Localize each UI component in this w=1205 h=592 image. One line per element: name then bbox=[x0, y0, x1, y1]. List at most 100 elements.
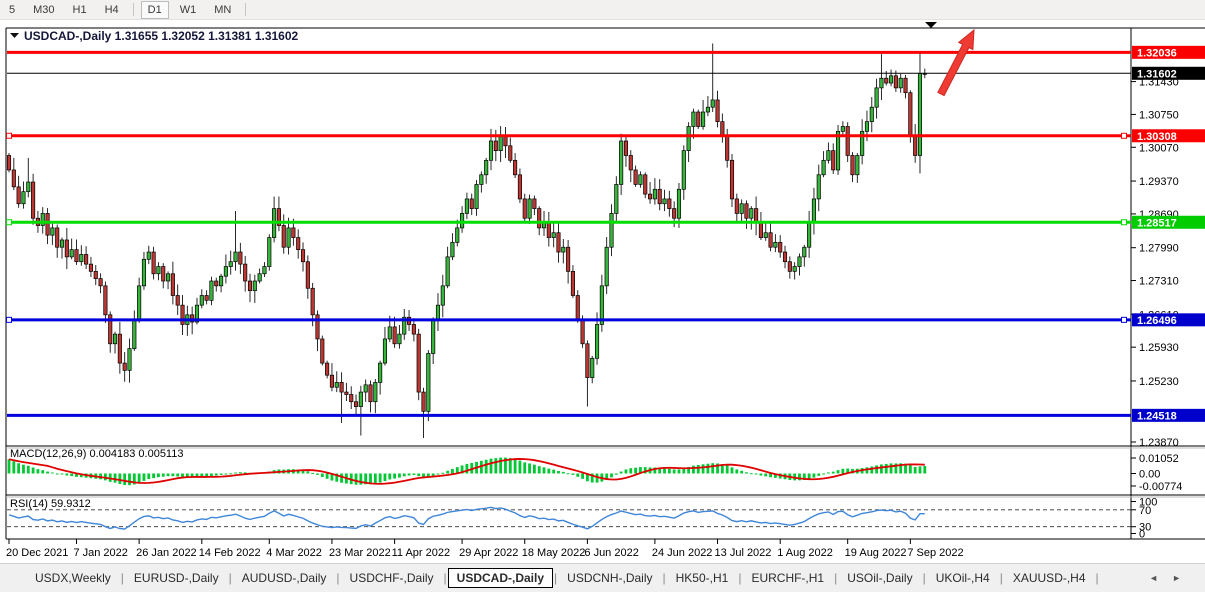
rsi-axis-label: 30 bbox=[1139, 522, 1151, 534]
macd-histogram-bar bbox=[306, 471, 310, 474]
macd-histogram-bar bbox=[899, 463, 903, 474]
candle-body bbox=[247, 280, 253, 292]
macd-histogram-bar bbox=[157, 473, 160, 478]
chart-tab-audusd[interactable]: AUDUSD-,Daily bbox=[241, 571, 327, 585]
timeframe-button-mn[interactable]: MN bbox=[214, 3, 232, 16]
symbol-dropdown-icon[interactable] bbox=[10, 33, 19, 38]
tab-scroll-right-icon[interactable]: ► bbox=[1172, 573, 1195, 583]
macd-histogram-bar bbox=[311, 472, 315, 474]
line-handle[interactable] bbox=[6, 132, 12, 139]
candle-body bbox=[619, 140, 624, 185]
macd-axis-label: -0.00774 bbox=[1139, 481, 1182, 493]
candle-body bbox=[450, 242, 455, 258]
candle-body bbox=[117, 333, 122, 364]
candle-body bbox=[98, 278, 103, 287]
macd-histogram-bar bbox=[325, 473, 329, 479]
macd-histogram-bar bbox=[552, 469, 556, 474]
candle-body bbox=[26, 181, 31, 193]
candle-body bbox=[869, 106, 874, 123]
chart-tab-eurchf[interactable]: EURCHF-,H1 bbox=[751, 571, 825, 585]
chart-tab-eurusd[interactable]: EURUSD-,Daily bbox=[133, 571, 219, 585]
line-handle[interactable] bbox=[1121, 316, 1127, 323]
timeframe-button-h4[interactable]: H4 bbox=[104, 3, 119, 16]
chart-tab-hk50[interactable]: HK50-,H1 bbox=[675, 571, 729, 585]
candle-body bbox=[551, 232, 556, 238]
macd-histogram-bar bbox=[243, 472, 247, 474]
candle-body bbox=[638, 174, 643, 185]
candle-body bbox=[252, 280, 257, 292]
macd-histogram-bar bbox=[682, 468, 686, 474]
macd-histogram-bar bbox=[624, 469, 628, 474]
rsi-label: RSI(14) 59.9312 bbox=[10, 498, 91, 510]
candle-body bbox=[243, 263, 248, 282]
breakout-arrow-annotation[interactable] bbox=[937, 28, 975, 97]
macd-histogram-bar bbox=[581, 473, 584, 479]
macd-histogram-bar bbox=[749, 473, 753, 475]
candle-body bbox=[782, 251, 788, 263]
candle-body bbox=[826, 150, 831, 161]
date-axis[interactable]: 20 Dec 2021 7 Jan 2022 26 Jan 2022 14 Feb 2… bbox=[6, 539, 964, 559]
candle-body bbox=[652, 188, 657, 200]
candle-body bbox=[807, 222, 812, 248]
candle-body bbox=[464, 198, 469, 214]
tab-scroll-left-icon[interactable]: ◄ bbox=[1149, 573, 1173, 583]
candle-body bbox=[421, 391, 426, 412]
candle-body bbox=[633, 169, 638, 185]
timeframe-button-m30[interactable]: M30 bbox=[33, 3, 55, 16]
candle-body bbox=[787, 261, 792, 272]
candle-body bbox=[797, 256, 802, 267]
chart-tab-usoil[interactable]: USOil-,Daily bbox=[847, 571, 913, 585]
candle-body bbox=[281, 225, 286, 248]
macd-histogram-bar bbox=[754, 473, 758, 475]
macd-histogram-bar bbox=[455, 467, 459, 474]
line-handle[interactable] bbox=[6, 316, 12, 323]
macd-histogram-bar bbox=[663, 468, 666, 474]
tab-separator: | bbox=[228, 571, 232, 585]
price-badge-label: 1.31602 bbox=[1137, 68, 1177, 80]
chart-tab-usdx[interactable]: USDX,Weekly bbox=[35, 571, 111, 585]
macd-histogram-bar bbox=[55, 473, 59, 475]
macd-histogram-bar bbox=[65, 473, 69, 476]
macd-histogram-bar bbox=[802, 473, 806, 480]
chart-tab-usdchf[interactable]: USDCHF-,Daily bbox=[349, 571, 434, 585]
candle-body bbox=[339, 382, 344, 393]
rsi-axis-label: 0 bbox=[1139, 529, 1145, 541]
line-handle[interactable] bbox=[1121, 219, 1127, 226]
timeframe-button-5[interactable]: 5 bbox=[9, 3, 16, 16]
timeframe-button-h1[interactable]: H1 bbox=[72, 3, 87, 16]
candle-body bbox=[291, 227, 296, 238]
candle-body bbox=[378, 362, 383, 383]
macd-histogram-bar bbox=[658, 467, 662, 474]
price-badge-label: 1.32036 bbox=[1137, 47, 1177, 59]
candle-body bbox=[368, 384, 373, 403]
macd-histogram-bar bbox=[185, 473, 189, 478]
candle-body bbox=[426, 353, 431, 412]
line-handle[interactable] bbox=[1121, 132, 1127, 139]
price-tick-label: 1.25930 bbox=[1139, 342, 1179, 354]
price-badge bbox=[1132, 129, 1205, 143]
timeframe-button-d1[interactable]: D1 bbox=[140, 0, 169, 19]
chart-tab-usdcad[interactable]: USDCAD-,Daily bbox=[447, 568, 554, 588]
candle-body bbox=[864, 121, 870, 132]
timeframe-button-w1[interactable]: W1 bbox=[179, 3, 197, 16]
macd-histogram-bar bbox=[393, 473, 396, 479]
tab-separator: | bbox=[999, 571, 1003, 585]
candle-body bbox=[373, 382, 378, 403]
macd-histogram-bar bbox=[817, 473, 821, 476]
chart-tab-xauusd[interactable]: XAUUSD-,H4 bbox=[1012, 571, 1086, 585]
date-label: 13 Jul 2022 bbox=[715, 547, 772, 559]
macd-histogram-bar bbox=[436, 473, 440, 475]
horizontal-lines: 1.32036 1.31602 1.30308 1.28517 1.26496 1.245… bbox=[6, 45, 1205, 422]
candle-body bbox=[508, 145, 513, 161]
macd-histogram-bar bbox=[118, 473, 122, 484]
candle-body bbox=[681, 150, 686, 190]
line-handle[interactable] bbox=[6, 219, 12, 226]
candle-body bbox=[744, 203, 749, 219]
candle-body bbox=[474, 184, 479, 209]
chart-tab-usdcnh[interactable]: USDCNH-,Daily bbox=[567, 571, 653, 585]
chart-tab-ukoil[interactable]: UKOil-,H4 bbox=[935, 571, 990, 585]
candle-body bbox=[296, 237, 301, 250]
price-badge-label: 1.30308 bbox=[1137, 131, 1177, 143]
